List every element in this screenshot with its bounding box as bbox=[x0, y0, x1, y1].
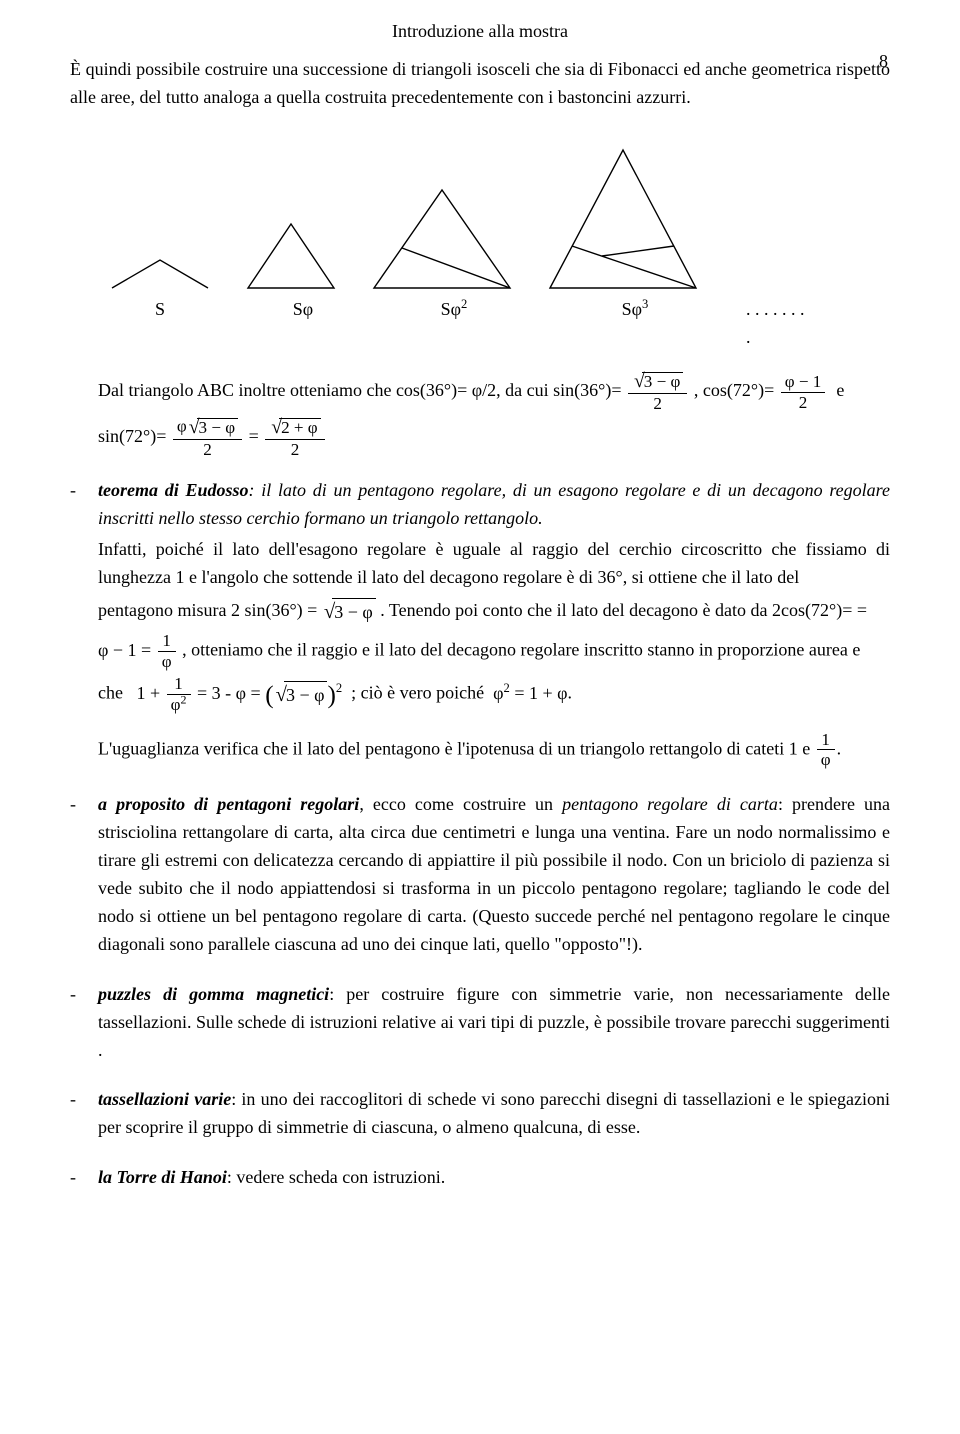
eudosso-body2a: pentagono misura 2 sin(36°) = bbox=[98, 600, 322, 620]
eudosso-body4b: ; ciò è vero poiché bbox=[351, 683, 484, 703]
triangle-label-3: Sφ2 bbox=[384, 296, 524, 352]
eq1: = bbox=[249, 426, 259, 446]
lead-puzzles: puzzles di gomma magnetici bbox=[98, 984, 329, 1004]
triangle-label-dots: . . . . . . . . bbox=[746, 296, 806, 352]
sqrt-3mphi-1: √3 − φ bbox=[322, 596, 376, 628]
item-tassellazioni: -tassellazioni varie: in uno dei raccogl… bbox=[70, 1086, 890, 1142]
lead-eudosso: teorema di Eudosso bbox=[98, 480, 249, 500]
pentagoni-mid-it: pentagono regolare di carta bbox=[562, 794, 778, 814]
lead-hanoi: la Torre di Hanoi bbox=[98, 1167, 227, 1187]
triangle-3 bbox=[372, 186, 512, 290]
lead-tassellazioni: tassellazioni varie bbox=[98, 1089, 231, 1109]
triangle-label-4: Sφ3 bbox=[560, 296, 710, 352]
triangle-sequence bbox=[110, 140, 890, 290]
frac-sin72b: √2 + φ 2 bbox=[265, 417, 324, 459]
triangle-2 bbox=[246, 220, 336, 290]
pentagoni-text-a: , ecco come costruire un bbox=[359, 794, 562, 814]
frac-sin36: √3 − φ 2 bbox=[628, 371, 687, 413]
item-eudosso: -teorema di Eudosso: il lato di un penta… bbox=[70, 477, 890, 770]
pentagoni-text-b: : prendere una strisciolina rettangolare… bbox=[98, 794, 890, 953]
trig-sin72-label: sin(72°)= bbox=[98, 426, 166, 446]
triangle-labels: S Sφ Sφ2 Sφ3 . . . . . . . . bbox=[110, 296, 890, 352]
document-header: Introduzione alla mostra bbox=[70, 18, 890, 46]
eudosso-body4a: che bbox=[98, 683, 123, 703]
item-hanoi: -la Torre di Hanoi: vedere scheda con is… bbox=[70, 1164, 890, 1192]
trig-intro: Dal triangolo ABC inoltre otteniamo che … bbox=[98, 380, 622, 400]
intro-paragraph: È quindi possibile costruire una success… bbox=[70, 56, 890, 112]
eudosso-body5b: . bbox=[837, 738, 842, 758]
frac-1phi: 1φ bbox=[817, 731, 835, 770]
trig-lines: Dal triangolo ABC inoltre otteniamo che … bbox=[70, 371, 890, 458]
frac-cos72: φ − 12 bbox=[781, 373, 826, 412]
math-phi2: φ2 = 1 + φ bbox=[493, 683, 567, 703]
page-number: 8 bbox=[879, 48, 888, 76]
eudosso-body4c: . bbox=[568, 683, 573, 703]
page: Introduzione alla mostra 8 È quindi poss… bbox=[0, 0, 960, 1434]
lead-pentagoni: a proposito di pentagoni regolari bbox=[98, 794, 359, 814]
item-pentagoni: -a proposito di pentagoni regolari, ecco… bbox=[70, 791, 890, 958]
triangle-1 bbox=[110, 256, 210, 290]
triangle-4 bbox=[548, 146, 698, 290]
hanoi-text: : vedere scheda con istruzioni. bbox=[227, 1167, 445, 1187]
eudosso-body2b: . Tenendo poi conto che il lato del deca… bbox=[380, 600, 867, 620]
eudosso-body1: Infatti, poiché il lato dell'esagono reg… bbox=[98, 536, 890, 592]
frac-sin72a: φ√3 − φ 2 bbox=[173, 417, 242, 459]
triangle-label-1: S bbox=[110, 296, 210, 352]
triangle-label-2: Sφ bbox=[258, 296, 348, 352]
trig-tail1: e bbox=[836, 380, 844, 400]
trig-mid1: , cos(72°)= bbox=[694, 380, 774, 400]
item-puzzles: -puzzles di gomma magnetici: per costrui… bbox=[70, 981, 890, 1065]
eudosso-body5a: L'uguaglianza verifica che il lato del p… bbox=[98, 738, 810, 758]
phi-minus-1-eq: φ − 1 = 1φ bbox=[98, 640, 182, 660]
eudosso-body3a: , otteniamo che il raggio e il lato del … bbox=[182, 640, 860, 660]
math-3mphi-sq: 1 + 1φ2 = 3 - φ = (√3 − φ)2 bbox=[136, 683, 346, 703]
